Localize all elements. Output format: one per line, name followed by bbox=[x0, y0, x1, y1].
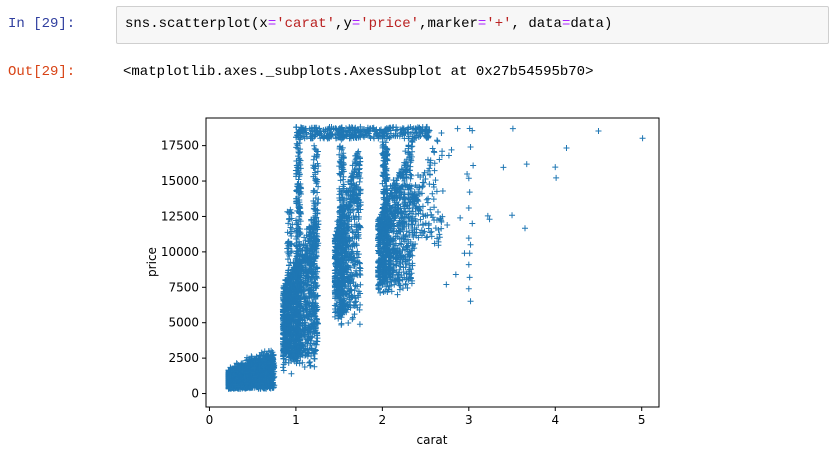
code-text: sns.scatterplot(x='carat',y='price',mark… bbox=[125, 16, 612, 32]
data-point bbox=[356, 321, 363, 328]
data-point bbox=[270, 351, 277, 358]
code-input-cell[interactable]: sns.scatterplot(x='carat',y='price',mark… bbox=[116, 6, 829, 44]
data-point bbox=[424, 199, 431, 206]
data-point bbox=[425, 225, 432, 232]
data-point bbox=[270, 374, 277, 381]
data-point bbox=[431, 217, 438, 224]
data-point bbox=[306, 359, 313, 366]
data-point bbox=[434, 138, 441, 145]
data-point bbox=[431, 167, 438, 174]
code-token: '+' bbox=[486, 16, 512, 32]
code-token: 'price' bbox=[360, 16, 420, 32]
data-points bbox=[225, 123, 646, 392]
data-point bbox=[248, 354, 255, 361]
data-point bbox=[288, 370, 295, 377]
code-token: sns.scatterplot(x bbox=[125, 16, 268, 32]
data-point bbox=[438, 225, 445, 232]
data-point bbox=[436, 234, 443, 241]
data-point bbox=[262, 368, 269, 375]
data-point bbox=[423, 196, 430, 203]
output-prompt: Out[29]: bbox=[8, 64, 76, 80]
data-point bbox=[307, 362, 314, 369]
data-point bbox=[233, 360, 240, 367]
data-point bbox=[434, 209, 441, 216]
data-point bbox=[438, 130, 445, 137]
output-repr: <matplotlib.axes._subplots.AxesSubplot a… bbox=[123, 64, 594, 80]
data-point bbox=[356, 178, 363, 185]
code-token: data) bbox=[570, 16, 613, 32]
data-point bbox=[269, 352, 276, 359]
data-point bbox=[428, 233, 435, 240]
data-point bbox=[439, 148, 446, 155]
data-point bbox=[345, 320, 352, 327]
code-token: = bbox=[477, 16, 487, 32]
code-token: = bbox=[561, 16, 571, 32]
data-point bbox=[280, 367, 287, 374]
input-prompt: In [29]: bbox=[8, 16, 76, 32]
code-token: 'carat' bbox=[276, 16, 336, 32]
data-point bbox=[357, 301, 364, 308]
data-point bbox=[227, 364, 234, 371]
data-point bbox=[271, 382, 278, 389]
data-point bbox=[427, 229, 434, 236]
data-point bbox=[263, 382, 270, 389]
data-point bbox=[419, 179, 426, 186]
data-point bbox=[266, 383, 273, 390]
data-point bbox=[401, 190, 408, 197]
data-point bbox=[263, 352, 270, 359]
data-point bbox=[311, 363, 318, 370]
code-token: ,marker bbox=[419, 16, 478, 32]
code-token: = bbox=[267, 16, 277, 32]
axes-frame bbox=[205, 117, 660, 408]
data-point bbox=[424, 233, 431, 240]
data-point bbox=[295, 150, 302, 157]
code-token: , data bbox=[511, 16, 562, 32]
data-point bbox=[430, 196, 437, 203]
data-point bbox=[248, 381, 255, 388]
data-point bbox=[338, 321, 345, 328]
code-token: ,y bbox=[335, 16, 352, 32]
code-token: = bbox=[351, 16, 361, 32]
data-point bbox=[434, 137, 441, 144]
data-point bbox=[269, 358, 276, 365]
data-point bbox=[266, 348, 273, 355]
